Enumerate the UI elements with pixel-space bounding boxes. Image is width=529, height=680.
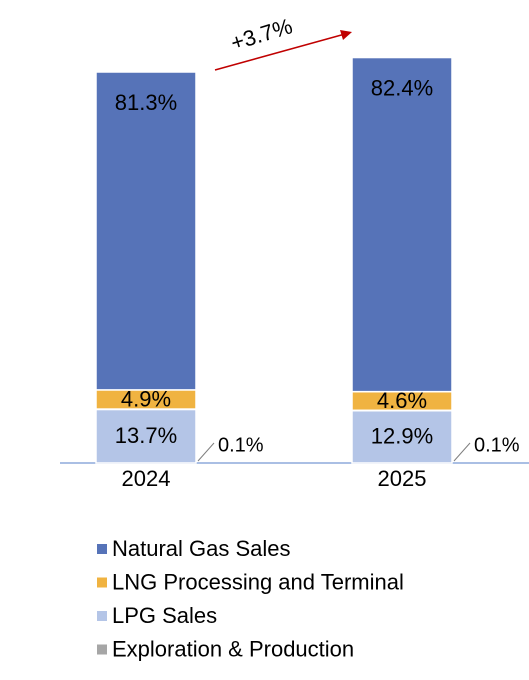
data-label: 12.9%: [371, 424, 433, 449]
x-tick-label: 2024: [122, 466, 171, 491]
legend-label: Exploration & Production: [112, 636, 354, 661]
data-label: 82.4%: [371, 75, 433, 100]
annotation: +3.7%: [228, 13, 296, 55]
leader-line: [197, 442, 215, 462]
legend-swatch: [97, 544, 107, 554]
annotation-arrow: [214, 33, 346, 71]
bar-segment: [95, 71, 197, 391]
legend-label: LNG Processing and Terminal: [112, 569, 404, 594]
legend-swatch: [97, 644, 107, 655]
x-tick-label: 2025: [378, 466, 427, 491]
leader-line: [453, 442, 471, 462]
data-label: 81.3%: [115, 90, 177, 115]
bar-segment: [95, 408, 197, 464]
data-label: 0.1%: [474, 434, 520, 456]
bar-segment: [351, 409, 453, 464]
legend-label: Natural Gas Sales: [112, 536, 291, 561]
data-label: 13.7%: [115, 423, 177, 448]
legend-swatch: [97, 611, 107, 621]
data-label: 0.1%: [218, 434, 264, 456]
legend-label: LPG Sales: [112, 603, 217, 628]
annotation-arrowhead: [340, 30, 352, 40]
bar-segment: [351, 56, 453, 393]
legend-swatch: [97, 577, 107, 588]
